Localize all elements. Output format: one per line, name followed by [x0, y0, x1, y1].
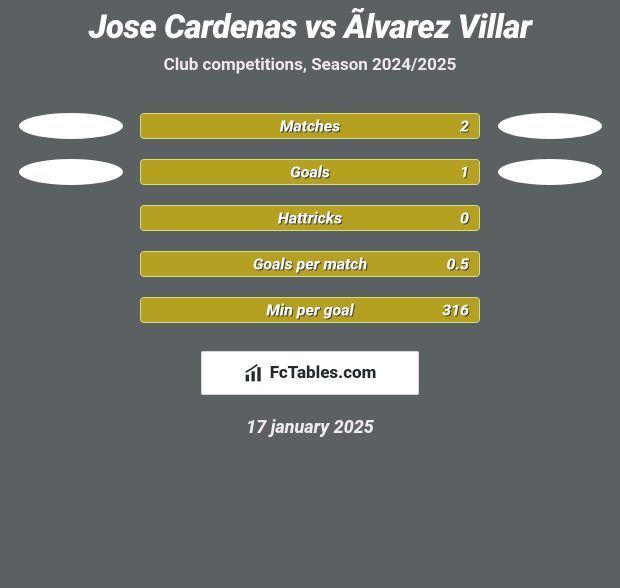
stat-bar: Matches 2 — [140, 113, 480, 139]
left-side — [13, 251, 128, 277]
left-side — [13, 159, 128, 185]
stat-value: 1 — [460, 163, 469, 182]
stat-row: Goals per match 0.5 — [0, 251, 620, 277]
brand-text: FcTables.com — [270, 363, 377, 383]
snapshot-date: 17 january 2025 — [0, 417, 620, 438]
stat-rows: Matches 2 Goals 1 Hattricks 0 Goals per match 0… — [0, 113, 620, 323]
page-subtitle: Club competitions, Season 2024/2025 — [0, 55, 620, 75]
stat-value: 0.5 — [447, 255, 470, 274]
stat-label: Min per goal — [266, 301, 353, 320]
stat-value: 2 — [460, 117, 469, 136]
stat-bar: Min per goal 316 — [140, 297, 480, 323]
stat-label: Hattricks — [278, 209, 342, 228]
right-side — [492, 113, 607, 139]
brand-logo: FcTables.com — [201, 351, 419, 395]
stat-row: Matches 2 — [0, 113, 620, 139]
stat-label: Goals — [290, 163, 330, 182]
bar-chart-icon — [244, 363, 264, 383]
player-a-indicator — [19, 113, 123, 139]
stat-value: 0 — [460, 209, 469, 228]
player-a-indicator — [19, 159, 123, 185]
right-side — [492, 205, 607, 231]
stat-row: Min per goal 316 — [0, 297, 620, 323]
player-b-indicator — [498, 159, 602, 185]
left-side — [13, 205, 128, 231]
right-side — [492, 251, 607, 277]
stat-value: 316 — [442, 301, 469, 320]
page-title: Jose Cardenas vs Ãlvarez Villar — [0, 8, 620, 47]
stat-bar: Goals per match 0.5 — [140, 251, 480, 277]
stat-bar: Hattricks 0 — [140, 205, 480, 231]
stat-label: Goals per match — [253, 255, 367, 274]
stat-row: Hattricks 0 — [0, 205, 620, 231]
stat-row: Goals 1 — [0, 159, 620, 185]
left-side — [13, 113, 128, 139]
stat-label: Matches — [280, 117, 340, 136]
player-b-indicator — [498, 113, 602, 139]
stat-bar: Goals 1 — [140, 159, 480, 185]
right-side — [492, 297, 607, 323]
left-side — [13, 297, 128, 323]
right-side — [492, 159, 607, 185]
